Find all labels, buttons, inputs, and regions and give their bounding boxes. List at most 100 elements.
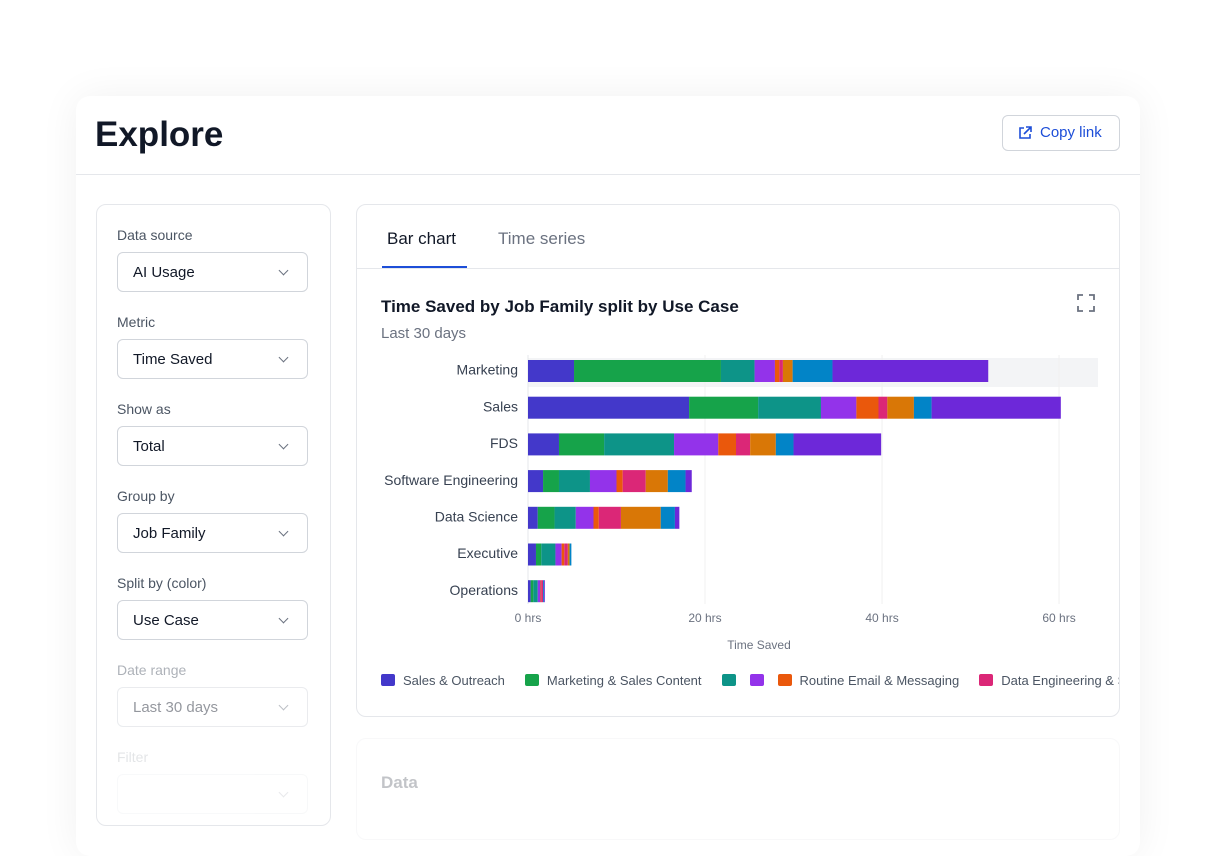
header-divider xyxy=(76,174,1140,175)
legend-item: Marketing & Sales Content xyxy=(524,673,702,688)
bar-segment xyxy=(541,580,544,603)
bar-segment xyxy=(528,396,690,419)
tab-divider xyxy=(357,268,1119,269)
select[interactable]: Use Case xyxy=(117,600,308,640)
bar-segment xyxy=(541,543,556,566)
y-tick-label: Marketing xyxy=(457,362,518,378)
bar-segment xyxy=(593,506,599,529)
bar-segment xyxy=(820,396,857,419)
bar-segment xyxy=(528,506,538,529)
field-label: Split by (color) xyxy=(117,575,207,591)
bar-segment xyxy=(758,396,821,419)
bar-segment xyxy=(575,506,594,529)
bar-segment xyxy=(750,433,776,456)
copy-link-label: Copy link xyxy=(1040,124,1102,141)
select[interactable]: Last 30 days xyxy=(117,687,308,727)
page-title: Explore xyxy=(95,115,224,154)
bar-segment xyxy=(537,580,541,603)
bar-segment xyxy=(543,580,545,603)
expand-icon[interactable] xyxy=(1077,294,1095,312)
bar-segment xyxy=(832,360,989,382)
bar-segment xyxy=(528,470,544,493)
legend-item: Sales & Outreach xyxy=(381,673,505,688)
bar-segment xyxy=(856,396,879,419)
bar-segment xyxy=(718,433,736,456)
x-tick-label: 20 hrs xyxy=(688,611,721,625)
tab[interactable]: Time series xyxy=(498,229,586,248)
x-tick-label: 0 hrs xyxy=(515,611,542,625)
bar-segment xyxy=(735,433,751,456)
bar-segment xyxy=(567,543,570,566)
legend-item: Data Engineering & SQL xyxy=(979,673,1119,688)
legend-swatch xyxy=(749,674,764,686)
bar-segment xyxy=(561,543,565,566)
chart-title: Time Saved by Job Family split by Use Ca… xyxy=(381,297,739,316)
bar-segment xyxy=(569,543,572,566)
legend-label: Data Engineering & SQL xyxy=(1001,673,1119,688)
bar-segment xyxy=(685,470,692,493)
legend-swatch xyxy=(979,674,994,686)
field-label: Data source xyxy=(117,227,193,243)
bar-segment xyxy=(660,506,675,529)
bar-segment xyxy=(667,470,686,493)
legend-item xyxy=(721,673,744,688)
chart: 0 hrs 20 hrs 40 hrs 60 hrs Time Saved Marketi… xyxy=(384,355,1098,652)
bar-segment xyxy=(564,543,568,566)
select[interactable]: Job Family xyxy=(117,513,308,553)
field-label: Group by xyxy=(117,488,175,504)
bar-segment xyxy=(604,433,675,456)
tab[interactable]: Bar chart xyxy=(387,229,456,248)
legend-swatch xyxy=(777,674,792,686)
bar-segment xyxy=(574,360,721,382)
field-label: Metric xyxy=(117,314,156,330)
y-tick-label: Sales xyxy=(483,398,518,414)
bar-segment xyxy=(555,543,562,566)
y-tick-label: Operations xyxy=(450,582,518,598)
bar-segment xyxy=(887,396,914,419)
legend-label: Routine Email & Messaging xyxy=(799,673,960,688)
link-icon xyxy=(1019,126,1032,139)
legend-label: Sales & Outreach xyxy=(403,673,505,688)
legend-item xyxy=(749,673,772,688)
bar-segment xyxy=(720,360,755,382)
legend-label: Marketing & Sales Content xyxy=(546,673,702,688)
legend-swatch xyxy=(381,674,395,686)
bar-segment xyxy=(530,580,534,603)
bar-segment xyxy=(528,360,575,382)
bar-segment xyxy=(543,470,559,493)
bar-segment xyxy=(754,360,775,382)
bar-segment xyxy=(598,506,621,529)
select[interactable]: AI Usage xyxy=(117,252,308,292)
bar-segment xyxy=(793,433,882,456)
bar-segment xyxy=(620,506,661,529)
bar-segment xyxy=(554,506,576,529)
bar-segment xyxy=(535,543,542,566)
y-tick-label: Software Engineering xyxy=(384,472,518,488)
select[interactable]: Total xyxy=(117,426,308,466)
field-label: Show as xyxy=(117,401,171,417)
bar-segment xyxy=(589,470,617,493)
bar-segment xyxy=(775,433,794,456)
bar-segment xyxy=(779,360,783,382)
bar-segment xyxy=(528,433,559,456)
active-tab-underline xyxy=(382,266,467,268)
bar-segment xyxy=(622,470,646,493)
chart-subtitle: Last 30 days xyxy=(381,325,467,342)
bar-segment xyxy=(774,360,780,382)
select[interactable]: Time Saved xyxy=(117,339,308,379)
copy-link-button[interactable]: Copy link xyxy=(1002,115,1120,151)
bar-segment xyxy=(674,506,680,529)
bar-segment xyxy=(543,580,544,603)
x-tick-label: 60 hrs xyxy=(1042,611,1075,625)
field-label: Date range xyxy=(117,662,187,678)
bar-segment xyxy=(533,580,538,603)
page: Explore Copy link Data source AI Usage Met… xyxy=(0,0,1216,800)
bar-segment xyxy=(528,580,531,603)
legend: Sales & Outreach Marketing & Sales Conten… xyxy=(381,673,1119,693)
x-axis-title: Time Saved xyxy=(727,638,791,652)
bar-segment xyxy=(558,433,605,456)
bar-segment xyxy=(540,580,542,603)
y-tick-label: Data Science xyxy=(435,509,518,525)
bar-segment xyxy=(878,396,888,419)
field-label: Filter xyxy=(117,749,149,765)
